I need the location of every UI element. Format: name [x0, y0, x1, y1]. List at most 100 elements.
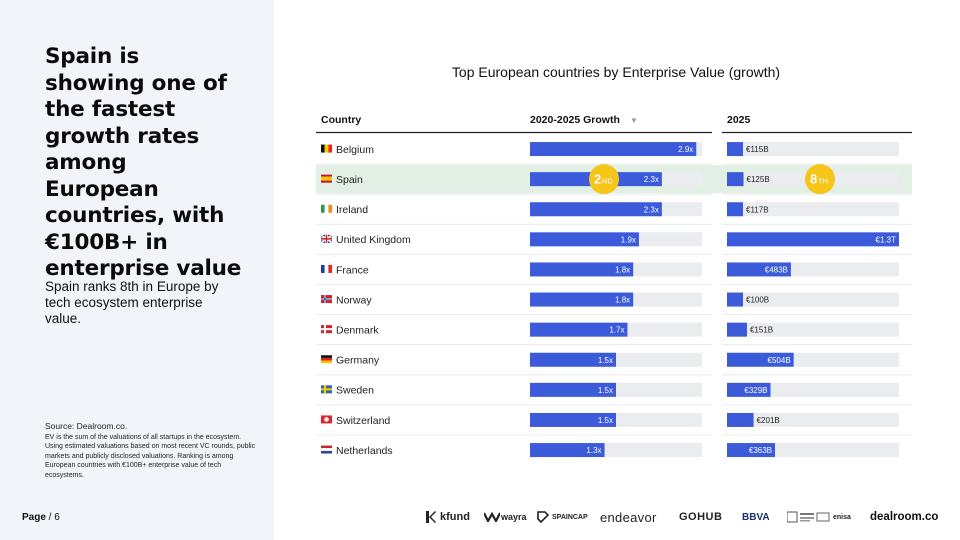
page-label: Page — [22, 512, 46, 523]
ev-bar-switzerland — [727, 412, 754, 427]
column-header-country: Country — [321, 114, 361, 126]
flag-stripe — [324, 204, 329, 213]
ev-bar-spain — [727, 172, 744, 187]
growth-bar-denmark — [530, 322, 628, 337]
flag-stripe — [321, 357, 332, 361]
growth-value-norway: 1.8x — [615, 296, 630, 305]
growth-bar-united-kingdom — [530, 232, 639, 247]
flag-stripe — [321, 355, 332, 358]
ev-track-switzerland — [727, 412, 899, 427]
growth-bar-ireland — [530, 202, 662, 217]
rank-badge-number: 2 — [594, 172, 601, 187]
flag-cross-h — [321, 388, 332, 391]
country-label-netherlands: Netherlands — [336, 445, 393, 457]
column-header-ev: 2025 — [727, 114, 751, 126]
growth-value-denmark: 1.7x — [609, 326, 624, 335]
country-label-spain: Spain — [336, 174, 363, 186]
country-label-france: France — [336, 264, 369, 276]
country-label-norway: Norway — [336, 294, 372, 306]
growth-value-france: 1.8x — [615, 265, 630, 274]
growth-value-belgium: 2.9x — [678, 145, 693, 154]
flag-stripe — [321, 360, 332, 364]
source-title: Source: Dealroom.co. — [45, 421, 128, 431]
ev-value-belgium: €115B — [746, 145, 769, 154]
country-label-sweden: Sweden — [336, 385, 374, 397]
ev-value-germany: €504B — [768, 356, 791, 365]
flag-cross-h — [324, 418, 329, 421]
flag-cross-h — [321, 328, 332, 331]
flag-stripe — [324, 264, 329, 273]
growth-value-germany: 1.5x — [598, 356, 613, 365]
ev-bar-united-kingdom — [727, 232, 899, 247]
ev-value-ireland: €117B — [746, 205, 769, 214]
ev-bar-belgium — [727, 142, 743, 157]
ev-value-switzerland: €201B — [757, 416, 780, 425]
growth-bar-netherlands — [530, 443, 605, 458]
growth-bar-switzerland — [530, 412, 616, 427]
ev-track-denmark — [727, 322, 899, 337]
flag-stripe — [321, 204, 325, 213]
country-label-ireland: Ireland — [336, 204, 368, 216]
rank-badge-number: 8 — [810, 172, 817, 187]
growth-bar-belgium — [530, 142, 697, 157]
ev-value-france: €483B — [765, 265, 788, 274]
growth-bar-germany — [530, 352, 616, 367]
government-seal-icon — [787, 511, 830, 523]
ev-bar-france — [727, 262, 791, 277]
growth-bar-france — [530, 262, 634, 277]
sort-down-icon: ▼ — [630, 116, 638, 125]
kfund-logo: kfund — [426, 503, 470, 531]
rank-badge-ev — [805, 164, 835, 195]
flag-stripe — [321, 445, 332, 449]
ev-value-denmark: €151B — [750, 326, 773, 335]
ev-track-ireland — [727, 202, 899, 217]
chart-title: Top European countries by Enterprise Val… — [451, 64, 781, 80]
flag-red-h — [321, 238, 332, 240]
bbva-logo: BBVA — [742, 511, 770, 523]
growth-value-ireland: 2.3x — [644, 205, 659, 214]
country-label-united-kingdom: United Kingdom — [336, 234, 411, 246]
spaincap-logo: SPAINCAP — [536, 503, 588, 531]
growth-value-netherlands: 1.3x — [586, 446, 601, 455]
country-label-germany: Germany — [336, 355, 380, 367]
endeavor-logo: endeavor — [600, 509, 657, 525]
flag-stripe — [321, 264, 325, 273]
wayra-logo: wayra — [484, 503, 527, 531]
growth-bar-norway — [530, 292, 634, 307]
gohub-logo: GOHUB — [679, 511, 723, 523]
kfund-mark-icon — [426, 511, 436, 523]
country-label-switzerland: Switzerland — [336, 415, 390, 427]
ev-bar-ireland — [727, 202, 743, 217]
growth-value-united-kingdom: 1.9x — [621, 235, 636, 244]
flag-stripe — [328, 204, 333, 213]
dealroom-logo: dealroom.co — [870, 511, 939, 523]
flag-stripe — [321, 174, 332, 177]
flag-stripe — [328, 264, 333, 273]
source-note: Source: Dealroom.co. EV is the sum of th… — [45, 421, 260, 480]
column-header-growth: 2020-2025 Growth — [530, 114, 620, 126]
ev-value-united-kingdom: €1.3T — [876, 235, 897, 244]
page-suffix: / 6 — [45, 512, 60, 523]
ev-value-netherlands: €363B — [749, 446, 772, 455]
ev-value-spain: €125B — [747, 175, 770, 184]
growth-bar-sweden — [530, 382, 616, 397]
page-number: Page / 6 — [22, 512, 60, 523]
flag-stripe — [321, 176, 332, 181]
flag-stripe — [321, 450, 332, 454]
subtitle-text: Spain ranks 8th in Europe by tech ecosys… — [45, 279, 219, 326]
ev-bar-denmark — [727, 322, 747, 337]
ev-bar-norway — [727, 292, 743, 307]
flag-stripe — [321, 448, 332, 451]
wayra-mark-icon — [484, 512, 500, 522]
page-title: Spain is showing one of the fastest grow… — [45, 44, 242, 281]
ev-bar-sweden — [727, 382, 771, 397]
flag-stripe — [328, 144, 333, 153]
growth-ev-chart: Country 2020-2025 Growth ▼ 2025 Belgium 2.9x €… — [316, 114, 912, 458]
rank-badge-suffix: ND — [602, 177, 613, 186]
flag-stripe — [321, 144, 325, 153]
flag-stripe — [324, 144, 329, 153]
ev-track-belgium — [727, 142, 899, 157]
rank-badge-growth — [589, 164, 619, 195]
country-label-denmark: Denmark — [336, 324, 379, 336]
ev-bar-germany — [727, 352, 794, 367]
